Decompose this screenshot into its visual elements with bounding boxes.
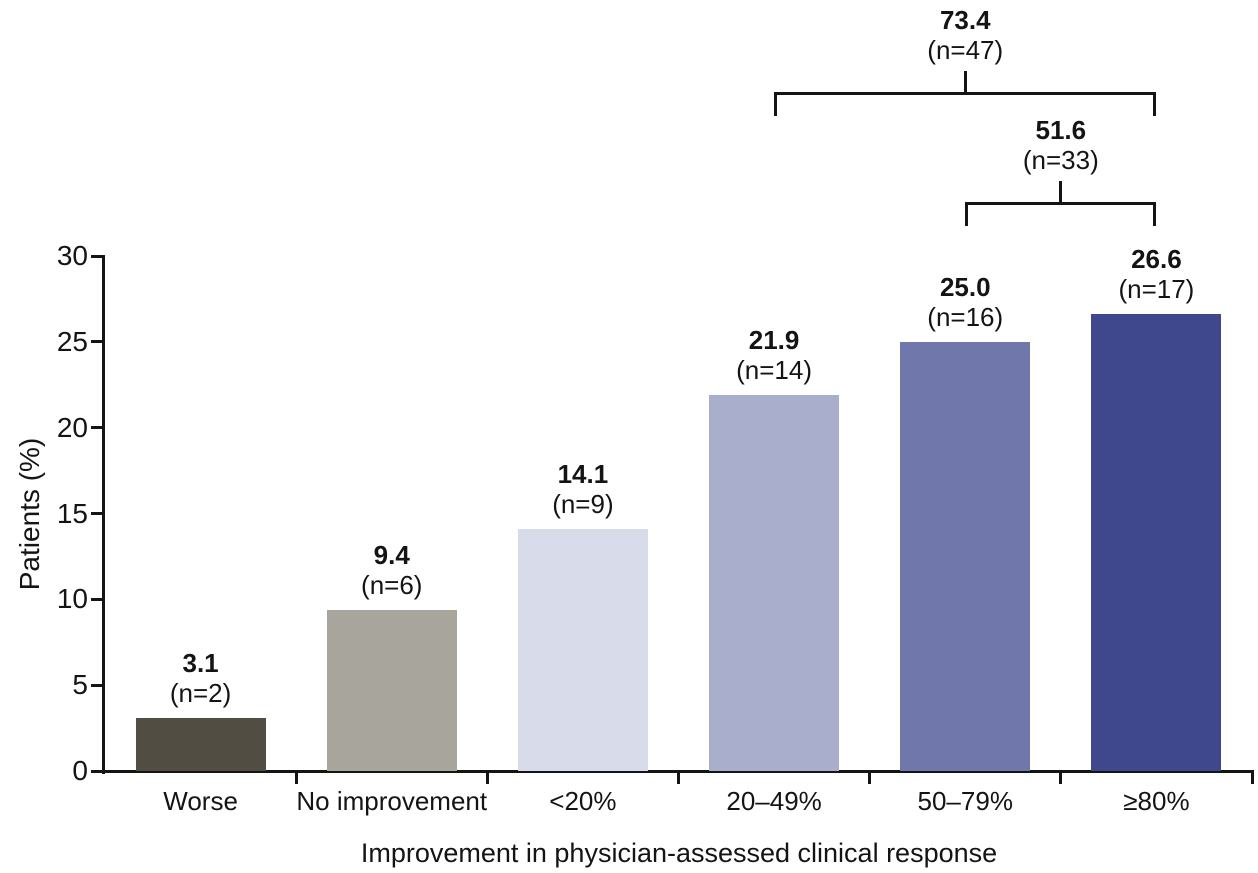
bar-value-label: 14.1 (n=9) (488, 459, 678, 519)
bar (709, 395, 840, 771)
bar (135, 717, 266, 771)
bracket-n-count: (n=33) (1022, 145, 1099, 175)
bar-value-label: 9.4 (n=6) (297, 540, 487, 600)
bracket-label: 51.6 (n=33) (966, 115, 1156, 175)
bar-value: 21.9 (748, 325, 800, 356)
bracket-stem (963, 71, 967, 92)
bar-value: 3.1 (182, 647, 219, 678)
bar (517, 528, 648, 771)
x-category-label: <20% (549, 786, 617, 816)
y-axis-tick (91, 254, 105, 258)
y-axis-tick (91, 340, 105, 344)
bar-n-count: (n=9) (552, 488, 614, 519)
x-axis-tick (868, 770, 872, 784)
x-category-label: 20–49% (726, 786, 822, 816)
y-tick-label: 30 (56, 240, 88, 271)
bracket-span-line (774, 92, 1157, 95)
y-axis-tick (91, 512, 105, 515)
x-category-label: ≥80% (1123, 786, 1190, 816)
bar-value-label: 25.0 (n=16) (870, 272, 1060, 332)
x-axis-tick (1059, 770, 1063, 784)
x-axis-tick (294, 770, 298, 784)
bar-n-count: (n=6) (361, 569, 423, 600)
x-axis-tick (677, 770, 680, 784)
bracket-end-cap (1153, 92, 1157, 116)
bar-n-count: (n=2) (169, 677, 232, 708)
bar-value: 9.4 (373, 539, 410, 570)
x-axis-tick (1250, 770, 1254, 784)
x-axis-title: Improvement in physician-assessed clinic… (360, 838, 998, 868)
bracket-end-cap (774, 92, 778, 116)
bar-value: 26.6 (1131, 244, 1182, 275)
y-tick-label: 20 (56, 411, 88, 443)
bar-value-label: 21.9 (n=14) (679, 325, 869, 385)
y-axis-tick (91, 426, 105, 430)
bar-value-label: 3.1 (n=2) (106, 648, 296, 708)
bar-n-count: (n=14) (736, 355, 813, 386)
x-category-label: No improvement (296, 786, 488, 816)
y-tick-label: 5 (72, 669, 88, 701)
bracket-value: 73.4 (939, 5, 991, 35)
x-category-label: Worse (163, 786, 238, 816)
y-tick-label: 25 (56, 325, 88, 357)
bracket-stem (1059, 181, 1063, 202)
bracket-n-count: (n=47) (927, 35, 1004, 65)
bracket-label: 73.4 (n=47) (870, 5, 1060, 65)
y-axis-tick (91, 769, 105, 773)
bar-value: 14.1 (557, 458, 609, 489)
y-axis-tick (91, 597, 105, 601)
bar-n-count: (n=16) (927, 301, 1004, 332)
y-axis-line (102, 256, 105, 774)
bar-value: 25.0 (939, 271, 991, 302)
x-category-label: 50–79% (917, 786, 1013, 816)
bar (326, 609, 457, 771)
bar (1091, 314, 1222, 771)
bar (900, 341, 1031, 771)
bracket-end-cap (1153, 202, 1157, 226)
y-tick-label: 10 (56, 583, 88, 615)
bar-n-count: (n=17) (1118, 274, 1195, 305)
bar-value-label: 26.6 (n=17) (1061, 244, 1251, 304)
x-axis-tick (485, 770, 489, 784)
y-tick-label: 15 (56, 497, 88, 529)
y-axis-tick (91, 683, 105, 687)
bracket-span-line (965, 202, 1157, 205)
bracket-value: 51.6 (1035, 115, 1087, 145)
y-tick-label: 0 (72, 755, 88, 786)
bracket-end-cap (965, 202, 969, 226)
